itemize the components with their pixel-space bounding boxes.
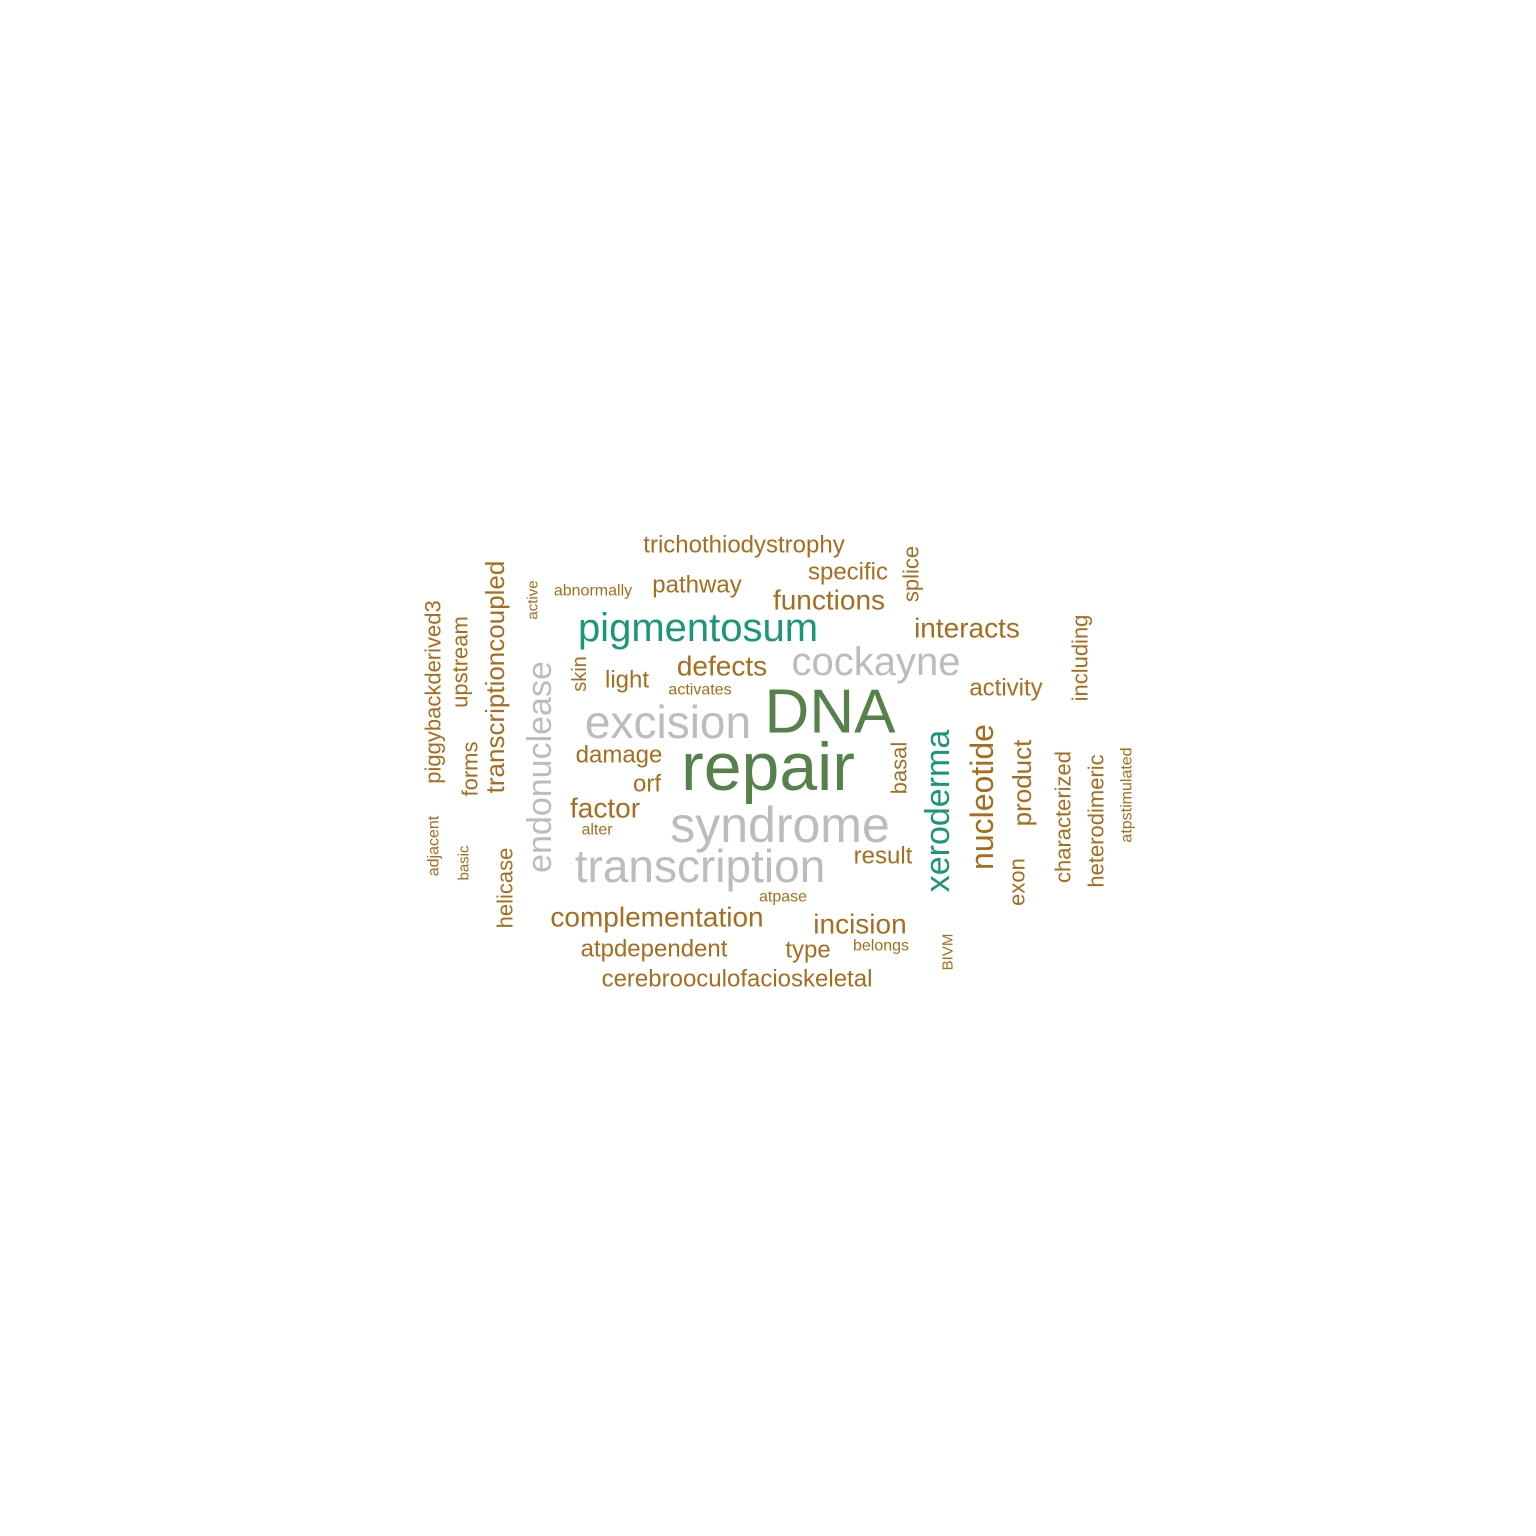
cloud-word-helicase: helicase (493, 848, 518, 929)
cloud-word-pigmentosum: pigmentosum (578, 606, 818, 650)
cloud-word-active: active (525, 580, 542, 619)
cloud-word-adjacent: adjacent (426, 815, 443, 876)
cloud-word-belongs: belongs (853, 938, 909, 955)
cloud-word-abnormally: abnormally (554, 583, 632, 600)
cloud-word-dna: DNA (765, 678, 897, 747)
cloud-word-syndrome: syndrome (670, 797, 890, 853)
cloud-word-piggybackderived3: piggybackderived3 (421, 600, 446, 783)
cloud-word-trichothiodystrophy: trichothiodystrophy (643, 532, 844, 559)
cloud-word-factor: factor (570, 793, 640, 824)
cloud-word-activates: activates (668, 682, 731, 699)
cloud-word-bivm: BIVM (940, 934, 957, 971)
cloud-word-excision: excision (585, 696, 751, 748)
cloud-word-atpdependent: atpdependent (581, 936, 728, 963)
cloud-word-light: light (605, 667, 649, 694)
cloud-word-skin: skin (569, 656, 591, 692)
cloud-word-defects: defects (677, 651, 767, 682)
cloud-word-type: type (785, 937, 830, 964)
cloud-word-pathway: pathway (652, 572, 741, 599)
cloud-word-xeroderma: xeroderma (919, 730, 957, 893)
cloud-word-activity: activity (969, 675, 1042, 702)
cloud-word-nucleotide: nucleotide (964, 724, 1000, 870)
cloud-word-upstream: upstream (448, 616, 473, 708)
cloud-word-splice: splice (899, 546, 924, 602)
cloud-word-cockayne: cockayne (792, 640, 961, 684)
cloud-word-exon: exon (1005, 858, 1030, 906)
cloud-word-incision: incision (813, 909, 906, 940)
cloud-word-interacts: interacts (914, 613, 1020, 644)
cloud-word-including: including (1068, 615, 1093, 702)
cloud-word-orf: orf (633, 771, 661, 798)
cloud-word-characterized: characterized (1051, 751, 1076, 883)
cloud-word-basic: basic (456, 845, 473, 881)
cloud-word-heterodimeric: heterodimeric (1084, 754, 1109, 887)
cloud-word-transcriptioncoupled: transcriptioncoupled (480, 561, 510, 794)
cloud-word-product: product (1007, 739, 1037, 826)
cloud-word-basal: basal (887, 742, 912, 795)
cloud-word-endonuclease: endonuclease (521, 661, 559, 873)
cloud-word-functions: functions (773, 585, 885, 616)
cloud-word-specific: specific (808, 559, 888, 586)
cloud-word-repair: repair (681, 729, 855, 805)
cloud-word-atpase: atpase (759, 889, 807, 906)
cloud-word-complementation: complementation (550, 902, 763, 933)
cloud-word-cerebrooculofacioskeletal: cerebrooculofacioskeletal (602, 966, 873, 993)
cloud-word-atpstimulated: atpstimulated (1119, 747, 1136, 842)
cloud-word-forms: forms (458, 742, 483, 797)
cloud-word-damage: damage (576, 742, 663, 769)
cloud-word-alter: alter (581, 822, 613, 839)
cloud-word-transcription: transcription (575, 840, 826, 892)
cloud-word-result: result (854, 843, 913, 870)
